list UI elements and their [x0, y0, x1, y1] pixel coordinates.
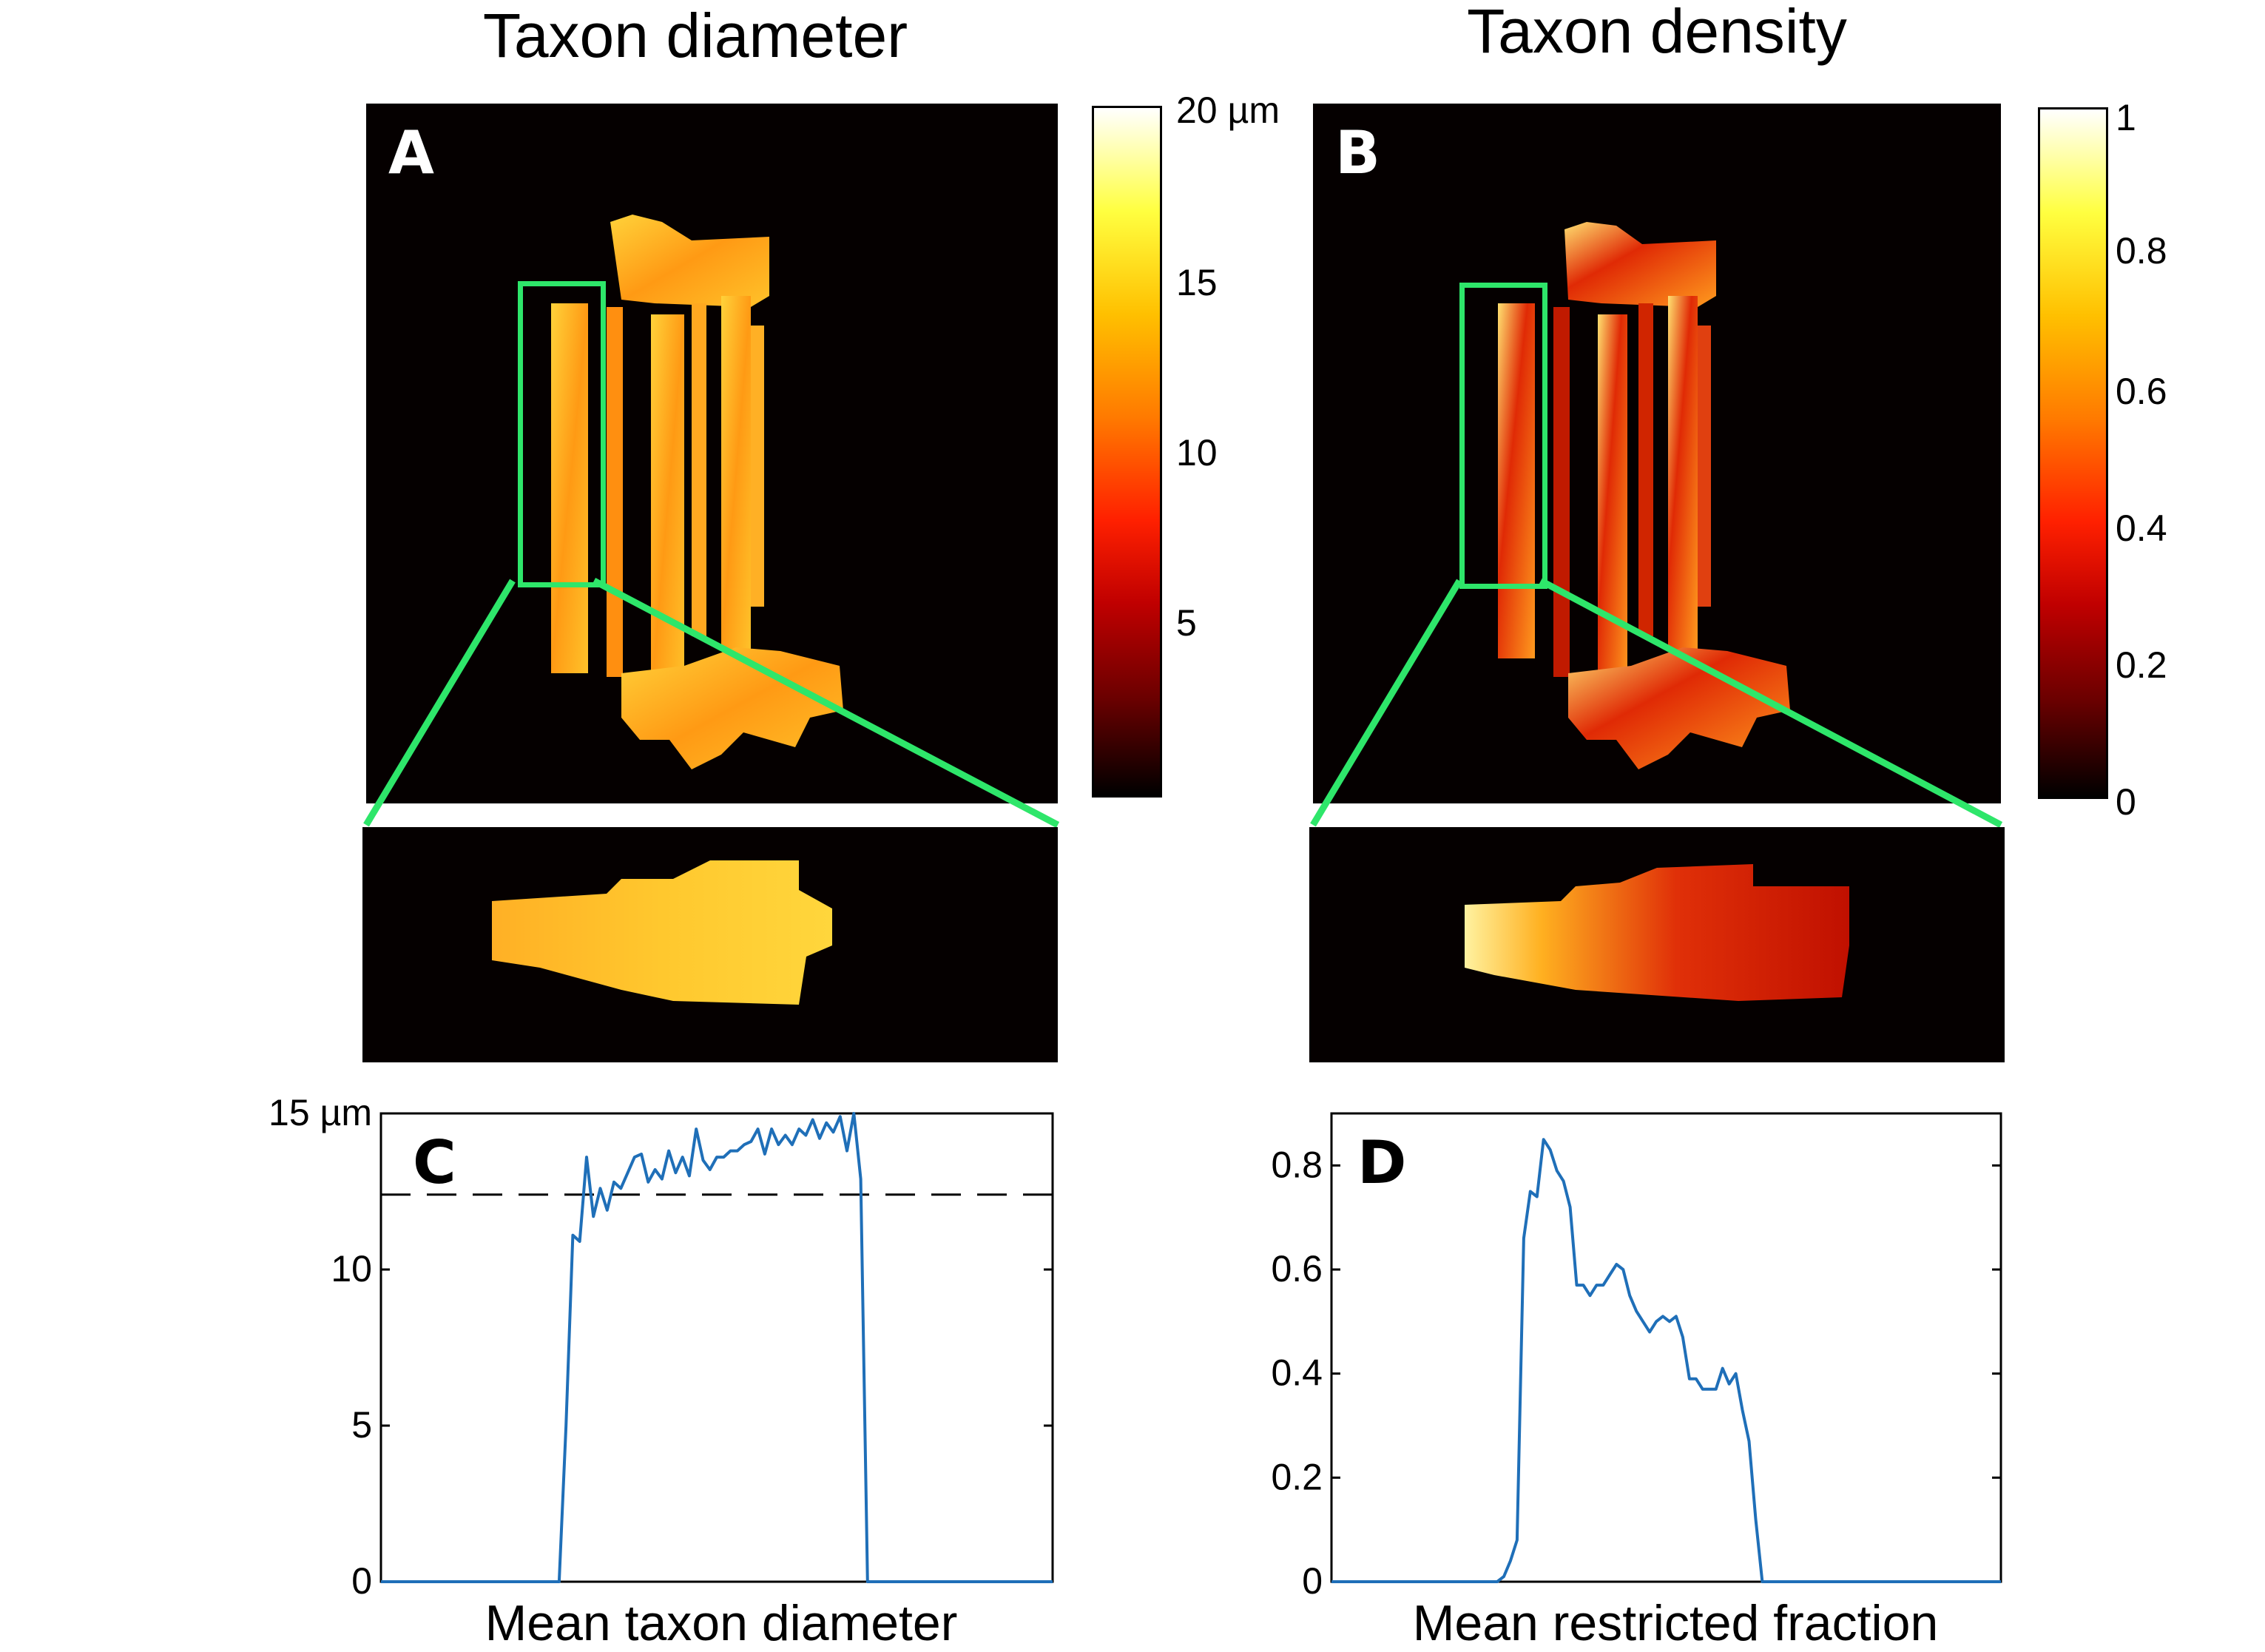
ytick-label-3: 15 µm [269, 1092, 372, 1133]
colorbar-b-label-0.8: 0.8 [2116, 230, 2167, 272]
chart-d-frame [1330, 1112, 2002, 1583]
zoom-a-map [362, 827, 1058, 1062]
ytick-label-1: 5 [351, 1404, 372, 1446]
colorbar-a [1092, 106, 1162, 798]
panel-b-shapes [1498, 222, 1790, 769]
colorbar-a-label-5: 5 [1176, 602, 1197, 644]
ytick-label-2: 10 [331, 1248, 372, 1289]
highlight-box-a [518, 281, 606, 587]
panel-b-map: B [1313, 104, 2001, 803]
title-right: Taxon density [1467, 0, 1847, 66]
chart-d-xlabel: Mean restricted fraction [1412, 1595, 1939, 1651]
connector-a-left [363, 579, 516, 827]
colorbar-b-label-0: 0 [2116, 781, 2136, 823]
panel-b-letter: B [1335, 118, 1380, 187]
colorbar-b-label-0.6: 0.6 [2116, 371, 2167, 412]
chart-c-series-line [381, 1112, 1053, 1583]
panel-a-map: A [366, 104, 1058, 803]
ytick-label-0: 0 [351, 1560, 372, 1602]
ytick-label-0: 0 [1302, 1560, 1323, 1602]
colorbar-a-label-10: 10 [1176, 432, 1218, 473]
panel-a-letter: A [388, 118, 434, 187]
panel-d-letter: D [1357, 1128, 1407, 1197]
ytick-label-3: 0.6 [1271, 1248, 1323, 1289]
chart-c-frame [379, 1112, 1054, 1583]
colorbar-b-label-0.2: 0.2 [2116, 644, 2167, 686]
ytick-label-1: 0.2 [1271, 1456, 1323, 1497]
colorbar-a-label-20: 20 µm [1176, 90, 1280, 131]
colorbar-b-label-1: 1 [2116, 97, 2136, 138]
zoom-b-map [1309, 827, 2005, 1062]
colorbar-a-label-15: 15 [1176, 262, 1218, 303]
title-left: Taxon diameter [482, 1, 908, 70]
colorbar-b [2038, 107, 2108, 799]
highlight-box-b [1459, 283, 1547, 589]
panel-a-shapes [551, 215, 843, 769]
ytick-label-2: 0.4 [1271, 1352, 1323, 1394]
chart-d-series-line [1331, 1138, 2001, 1583]
panel-c-letter: C [413, 1128, 456, 1197]
zoom-b-shape [1465, 864, 1849, 1001]
connector-b-right [1539, 578, 2003, 828]
connector-b-left [1310, 579, 1462, 827]
zoom-a-shape [492, 860, 832, 1005]
ytick-label-4: 0.8 [1271, 1144, 1323, 1185]
connector-a-right [592, 578, 1060, 828]
colorbar-b-label-0.4: 0.4 [2116, 508, 2167, 549]
